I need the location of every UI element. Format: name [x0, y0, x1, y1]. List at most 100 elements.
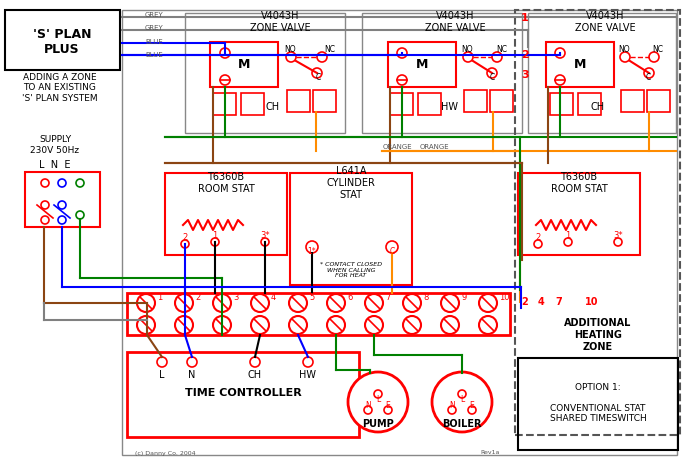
- Circle shape: [157, 357, 167, 367]
- Text: NC: NC: [324, 45, 335, 54]
- Circle shape: [187, 357, 197, 367]
- Circle shape: [534, 240, 542, 248]
- Circle shape: [614, 238, 622, 246]
- Circle shape: [555, 48, 565, 58]
- Circle shape: [397, 48, 407, 58]
- Text: C: C: [315, 73, 321, 81]
- Text: M: M: [416, 58, 428, 72]
- Text: 7: 7: [385, 293, 391, 302]
- Text: 3*: 3*: [613, 232, 623, 241]
- Text: 1: 1: [521, 13, 529, 23]
- Circle shape: [312, 68, 322, 78]
- Text: (c) Danny Co. 2004: (c) Danny Co. 2004: [135, 451, 196, 455]
- Text: L: L: [159, 370, 165, 380]
- Text: BLUE: BLUE: [145, 39, 163, 45]
- Circle shape: [403, 294, 421, 312]
- Bar: [185, 13, 345, 133]
- Text: * CONTACT CLOSED
WHEN CALLING
FOR HEAT: * CONTACT CLOSED WHEN CALLING FOR HEAT: [320, 262, 382, 278]
- Text: 2: 2: [521, 297, 528, 307]
- Text: HW: HW: [299, 370, 317, 380]
- Circle shape: [492, 52, 502, 62]
- Text: N: N: [365, 401, 371, 410]
- Text: 7: 7: [555, 297, 562, 307]
- Text: V4043H
ZONE VALVE: V4043H ZONE VALVE: [250, 11, 310, 33]
- Circle shape: [317, 52, 327, 62]
- Circle shape: [620, 52, 630, 62]
- Circle shape: [468, 406, 476, 414]
- Text: ADDITIONAL
HEATING
ZONE: ADDITIONAL HEATING ZONE: [564, 318, 631, 351]
- Circle shape: [364, 406, 372, 414]
- Bar: [546, 42, 614, 87]
- Bar: [388, 42, 456, 87]
- Circle shape: [289, 316, 307, 334]
- Text: BOILER: BOILER: [442, 419, 482, 429]
- Circle shape: [463, 52, 473, 62]
- Circle shape: [397, 75, 407, 85]
- Bar: [515, 10, 680, 435]
- Text: 1*: 1*: [308, 248, 316, 256]
- Circle shape: [327, 316, 345, 334]
- Text: GREY: GREY: [145, 25, 164, 31]
- Circle shape: [479, 316, 497, 334]
- Bar: [127, 293, 510, 335]
- Text: 'S' PLAN
PLUS: 'S' PLAN PLUS: [32, 28, 91, 56]
- Circle shape: [386, 241, 398, 253]
- Text: OPTION 1:

CONVENTIONAL STAT
SHARED TIMESWITCH: OPTION 1: CONVENTIONAL STAT SHARED TIMES…: [550, 383, 647, 423]
- Text: E: E: [470, 401, 475, 410]
- Bar: [578, 93, 601, 115]
- Circle shape: [137, 316, 155, 334]
- Bar: [418, 93, 441, 115]
- Text: NC: NC: [497, 45, 508, 54]
- Circle shape: [181, 240, 189, 248]
- Text: HW: HW: [442, 102, 458, 112]
- Circle shape: [644, 68, 654, 78]
- Bar: [362, 13, 522, 133]
- Circle shape: [58, 201, 66, 209]
- Circle shape: [213, 294, 231, 312]
- Circle shape: [251, 316, 269, 334]
- Text: C: C: [489, 73, 495, 81]
- Circle shape: [76, 211, 84, 219]
- Circle shape: [261, 238, 269, 246]
- Text: N: N: [188, 370, 196, 380]
- Bar: [127, 352, 359, 437]
- Circle shape: [58, 179, 66, 187]
- Bar: [287, 90, 310, 112]
- Circle shape: [564, 238, 572, 246]
- Circle shape: [365, 294, 383, 312]
- Bar: [647, 90, 670, 112]
- Text: C: C: [389, 248, 395, 256]
- Circle shape: [137, 294, 155, 312]
- Text: L: L: [460, 395, 464, 403]
- Text: NO: NO: [618, 45, 630, 54]
- Text: CH: CH: [248, 370, 262, 380]
- Circle shape: [441, 294, 459, 312]
- Circle shape: [649, 52, 659, 62]
- Circle shape: [251, 294, 269, 312]
- Circle shape: [432, 372, 492, 432]
- Circle shape: [384, 406, 392, 414]
- Text: 3: 3: [233, 293, 238, 302]
- Text: 4: 4: [271, 293, 276, 302]
- Circle shape: [58, 216, 66, 224]
- Bar: [528, 13, 676, 133]
- Text: CH: CH: [266, 102, 280, 112]
- Bar: [25, 172, 100, 227]
- Text: L: L: [376, 395, 380, 403]
- Circle shape: [220, 75, 230, 85]
- Text: ADDING A ZONE
TO AN EXISTING
'S' PLAN SYSTEM: ADDING A ZONE TO AN EXISTING 'S' PLAN SY…: [22, 73, 98, 103]
- Text: 2: 2: [195, 293, 200, 302]
- Text: L  N  E: L N E: [39, 160, 71, 170]
- Bar: [241, 93, 264, 115]
- Bar: [464, 90, 487, 112]
- Circle shape: [286, 52, 296, 62]
- Bar: [518, 358, 678, 450]
- Text: 4: 4: [538, 297, 544, 307]
- Circle shape: [213, 316, 231, 334]
- Circle shape: [76, 179, 84, 187]
- Text: 8: 8: [423, 293, 428, 302]
- Circle shape: [220, 48, 230, 58]
- Bar: [550, 93, 573, 115]
- Bar: [518, 173, 640, 255]
- Text: 9: 9: [461, 293, 466, 302]
